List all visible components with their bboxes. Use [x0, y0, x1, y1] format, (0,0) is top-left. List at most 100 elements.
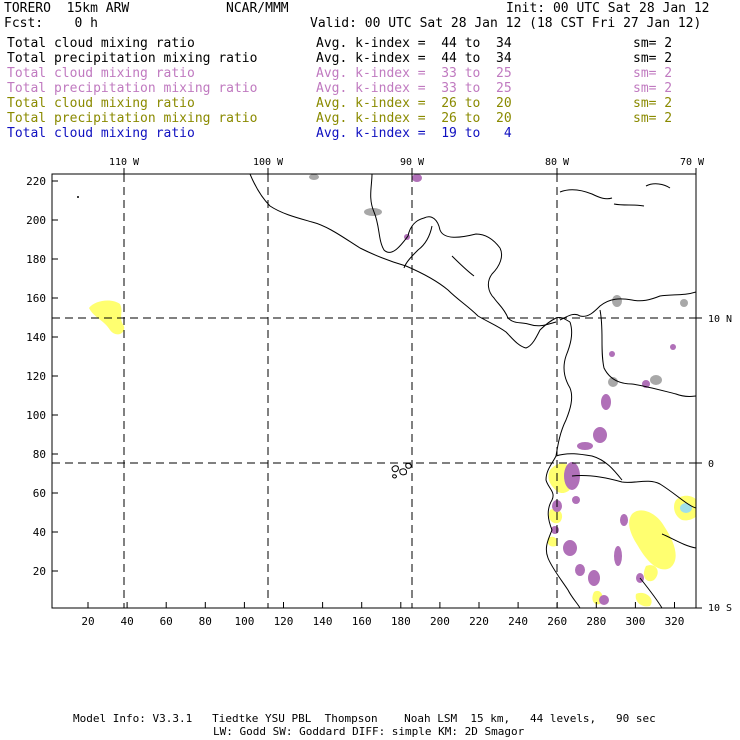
legend-index: Avg. k-index = 19 to 4	[316, 126, 512, 141]
legend-sm: sm= 2	[633, 96, 673, 111]
x-tick-label: 140	[313, 615, 333, 628]
legend-sm: sm= 2	[633, 81, 673, 96]
y-tick-label: 80	[33, 448, 46, 461]
legend-sm: sm= 2	[633, 51, 673, 66]
y-tick-label: 100	[26, 409, 46, 422]
legend-sm: sm= 2	[633, 66, 673, 81]
cyan-cloud-core	[680, 503, 692, 513]
purple-cloud-region	[577, 442, 593, 450]
x-tick-label: 40	[120, 615, 133, 628]
galapagos-island	[391, 465, 399, 473]
purple-cloud-region	[563, 540, 577, 556]
legend-index: Avg. k-index = 33 to 25	[316, 66, 512, 81]
gray-cloud-region	[608, 377, 618, 387]
country-border	[571, 475, 696, 509]
purple-cloud-region	[601, 394, 611, 410]
y-tick-label: 220	[26, 175, 46, 188]
caribbean-island	[613, 203, 645, 207]
cloud-fields	[89, 174, 696, 607]
valid-time: Valid: 00 UTC Sat 28 Jan 12 (18 CST Fri …	[310, 16, 702, 31]
lon-label: 80 W	[545, 157, 570, 168]
y-axis-ticks	[52, 180, 58, 572]
gulf-coastline	[370, 174, 501, 253]
legend-field: Total cloud mixing ratio	[7, 96, 195, 111]
x-tick-label: 300	[625, 615, 645, 628]
map-frame	[51, 173, 697, 609]
gray-cloud-region	[612, 295, 622, 307]
purple-cloud-region	[593, 427, 607, 443]
country-border	[631, 383, 696, 397]
y-tick-label: 120	[26, 370, 46, 383]
galapagos-island	[392, 474, 397, 479]
yellow-cloud-region	[89, 300, 125, 335]
legend-field: Total precipitation mixing ratio	[7, 111, 258, 126]
model-title: TORERO 15km ARW	[4, 1, 130, 16]
island-dot	[77, 196, 79, 198]
x-tick-label: 320	[665, 615, 685, 628]
country-border	[555, 453, 623, 481]
right-ticks	[696, 317, 702, 609]
purple-cloud-region	[575, 564, 585, 576]
y-tick-label: 200	[26, 214, 46, 227]
caribbean-island	[645, 183, 671, 189]
x-tick-label: 260	[547, 615, 567, 628]
y-tick-label: 20	[33, 565, 46, 578]
x-tick-label: 60	[160, 615, 173, 628]
yellow-cloud-region	[635, 592, 652, 607]
y-tick-label: 60	[33, 487, 46, 500]
legend-field: Total cloud mixing ratio	[7, 66, 195, 81]
model-info-line2: LW: Godd SW: Goddard DIFF: simple KM: 2D…	[213, 725, 525, 738]
purple-cloud-region	[670, 344, 676, 350]
lon-label: 110 W	[109, 157, 140, 168]
x-tick-label: 100	[234, 615, 254, 628]
legend-index: Avg. k-index = 44 to 34	[316, 51, 512, 66]
coastlines	[249, 174, 696, 608]
x-tick-label: 280	[586, 615, 606, 628]
purple-cloud-region	[614, 546, 622, 566]
purple-cloud-region	[588, 570, 600, 586]
gray-cloud-region	[364, 208, 382, 216]
longitude-labels: 110 W 100 W 90 W 80 W 70 W	[109, 157, 705, 168]
gray-cloud-region	[309, 174, 319, 180]
purple-cloud-region	[620, 514, 628, 526]
legend-index: Avg. k-index = 44 to 34	[316, 36, 512, 51]
graticule	[52, 174, 696, 608]
forecast-hour: Fcst: 0 h	[4, 16, 98, 31]
south-america-north-coast	[559, 291, 696, 321]
init-time: Init: 00 UTC Sat 28 Jan 12	[506, 1, 710, 16]
legend-sm: sm= 2	[633, 111, 673, 126]
caribbean-island	[559, 189, 613, 200]
lat-label: 0	[708, 459, 714, 470]
lat-label: 10 N	[708, 314, 732, 325]
legend-sm: sm= 2	[633, 36, 673, 51]
y-tick-label: 40	[33, 526, 46, 539]
lon-label: 70 W	[680, 157, 705, 168]
legend-field: Total precipitation mixing ratio	[7, 51, 258, 66]
purple-cloud-region	[572, 496, 580, 504]
galapagos-island	[405, 463, 412, 469]
lat-label: 10 S	[708, 603, 732, 614]
pacific-coastline	[249, 174, 571, 349]
legend-index: Avg. k-index = 26 to 20	[316, 96, 512, 111]
lon-label: 100 W	[253, 157, 284, 168]
y-tick-label: 140	[26, 331, 46, 344]
y-tick-label: 160	[26, 292, 46, 305]
latitude-labels: 10 N 0 10 S	[708, 314, 732, 614]
legend-field: Total precipitation mixing ratio	[7, 81, 258, 96]
yellow-cloud-region	[547, 536, 558, 547]
x-tick-label: 240	[508, 615, 528, 628]
y-axis-labels: 220 200 180 160 140 120 100 80 60 40 20	[26, 175, 46, 578]
galapagos-island	[399, 468, 407, 476]
x-tick-label: 220	[469, 615, 489, 628]
lon-label: 90 W	[400, 157, 425, 168]
x-tick-label: 200	[430, 615, 450, 628]
legend-index: Avg. k-index = 26 to 20	[316, 111, 512, 126]
x-axis-labels: 20 40 60 80 100 120 140 160 180 200 220 240 260 280 30…	[81, 615, 684, 628]
gray-cloud-region	[650, 375, 662, 385]
map-content	[52, 174, 696, 608]
south-america-west-coast	[545, 321, 581, 608]
country-border	[451, 255, 475, 277]
model-info-line1: Model Info: V3.3.1 Tiedtke YSU PBL Thomp…	[73, 712, 656, 725]
x-tick-label: 160	[352, 615, 372, 628]
